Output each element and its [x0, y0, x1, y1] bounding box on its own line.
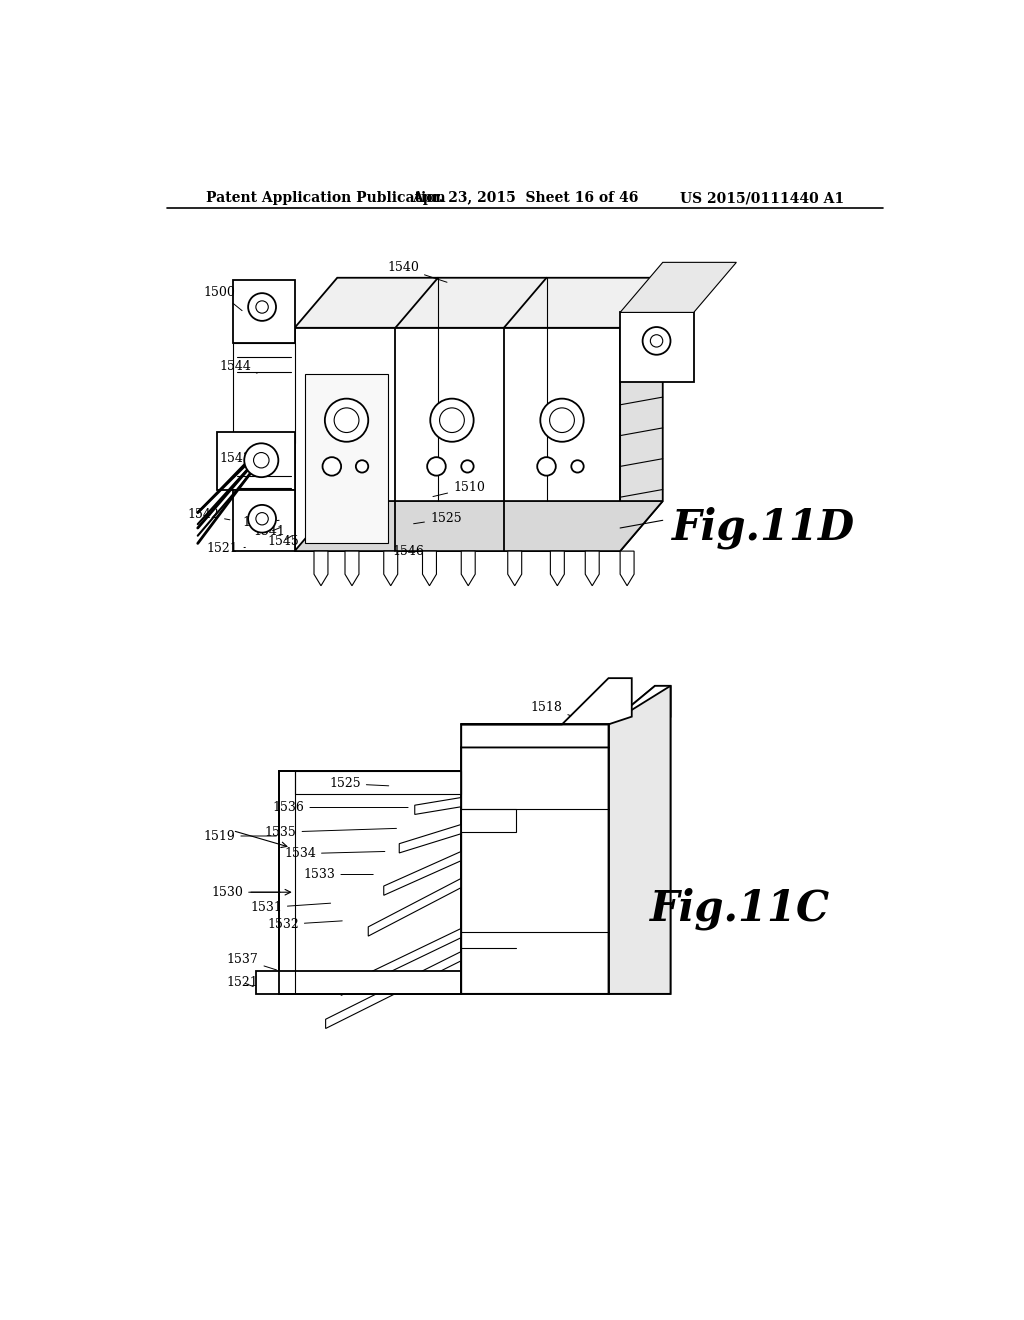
- Circle shape: [325, 399, 369, 442]
- Circle shape: [439, 408, 464, 433]
- Polygon shape: [326, 952, 461, 1028]
- Text: Fig.11D: Fig.11D: [672, 507, 855, 549]
- Circle shape: [256, 301, 268, 313]
- Polygon shape: [621, 552, 634, 586]
- Polygon shape: [295, 277, 663, 327]
- Text: 1535: 1535: [265, 825, 396, 838]
- Text: Fig.11C: Fig.11C: [650, 888, 830, 931]
- Polygon shape: [423, 552, 436, 586]
- Text: 1530: 1530: [211, 886, 281, 899]
- Circle shape: [571, 461, 584, 473]
- Polygon shape: [399, 825, 461, 853]
- Circle shape: [356, 461, 369, 473]
- Circle shape: [650, 335, 663, 347]
- Text: Patent Application Publication: Patent Application Publication: [206, 191, 445, 206]
- Text: 1533: 1533: [303, 869, 373, 880]
- Text: Apr. 23, 2015  Sheet 16 of 46: Apr. 23, 2015 Sheet 16 of 46: [412, 191, 638, 206]
- Circle shape: [461, 461, 474, 473]
- Text: 1537: 1537: [227, 953, 276, 970]
- Polygon shape: [369, 878, 461, 936]
- Text: 1534: 1534: [284, 847, 385, 861]
- Polygon shape: [461, 686, 671, 994]
- Text: US 2015/0111440 A1: US 2015/0111440 A1: [680, 191, 844, 206]
- Circle shape: [550, 408, 574, 433]
- Text: 1521: 1521: [227, 975, 259, 989]
- Polygon shape: [608, 686, 671, 994]
- Text: 1546: 1546: [392, 545, 425, 557]
- Circle shape: [245, 444, 279, 478]
- Text: 1541: 1541: [254, 525, 286, 539]
- Circle shape: [323, 457, 341, 475]
- Polygon shape: [345, 552, 359, 586]
- Circle shape: [248, 293, 276, 321]
- Polygon shape: [384, 552, 397, 586]
- Circle shape: [248, 504, 276, 532]
- Polygon shape: [621, 277, 663, 552]
- Polygon shape: [508, 552, 521, 586]
- Text: 1525: 1525: [329, 777, 389, 791]
- Circle shape: [643, 327, 671, 355]
- Polygon shape: [232, 280, 295, 343]
- Polygon shape: [461, 552, 475, 586]
- Circle shape: [427, 457, 445, 475]
- Text: 1519: 1519: [204, 829, 276, 842]
- Polygon shape: [621, 263, 736, 313]
- Text: 1547: 1547: [243, 516, 280, 529]
- Polygon shape: [461, 809, 515, 832]
- Text: 1542: 1542: [187, 508, 230, 521]
- Polygon shape: [586, 552, 599, 586]
- Text: 1510: 1510: [433, 482, 485, 496]
- Polygon shape: [295, 327, 621, 552]
- Polygon shape: [232, 490, 295, 552]
- Text: 1532: 1532: [267, 917, 342, 931]
- Polygon shape: [384, 851, 461, 895]
- Circle shape: [538, 457, 556, 475]
- Polygon shape: [415, 797, 461, 814]
- Circle shape: [541, 399, 584, 442]
- Text: 1531: 1531: [250, 902, 331, 915]
- Text: 1543: 1543: [219, 453, 256, 465]
- Polygon shape: [550, 552, 564, 586]
- Polygon shape: [341, 928, 461, 995]
- Polygon shape: [314, 552, 328, 586]
- Text: 1536: 1536: [272, 801, 409, 814]
- Text: 1545: 1545: [267, 535, 299, 548]
- Polygon shape: [256, 970, 461, 994]
- Polygon shape: [295, 502, 663, 552]
- Polygon shape: [621, 313, 693, 381]
- Polygon shape: [295, 771, 461, 793]
- Text: 1540: 1540: [387, 261, 447, 282]
- Polygon shape: [217, 432, 295, 490]
- Text: 1518: 1518: [530, 701, 571, 715]
- Polygon shape: [280, 771, 461, 994]
- Text: 1544: 1544: [219, 360, 257, 374]
- Circle shape: [334, 408, 359, 433]
- Polygon shape: [232, 343, 295, 444]
- Circle shape: [254, 453, 269, 469]
- Text: 1521: 1521: [207, 543, 246, 556]
- Circle shape: [430, 399, 474, 442]
- Polygon shape: [461, 678, 632, 725]
- Polygon shape: [305, 374, 388, 544]
- Text: 1525: 1525: [414, 512, 462, 525]
- Text: 1500: 1500: [204, 286, 242, 310]
- Circle shape: [256, 512, 268, 525]
- Polygon shape: [461, 686, 671, 747]
